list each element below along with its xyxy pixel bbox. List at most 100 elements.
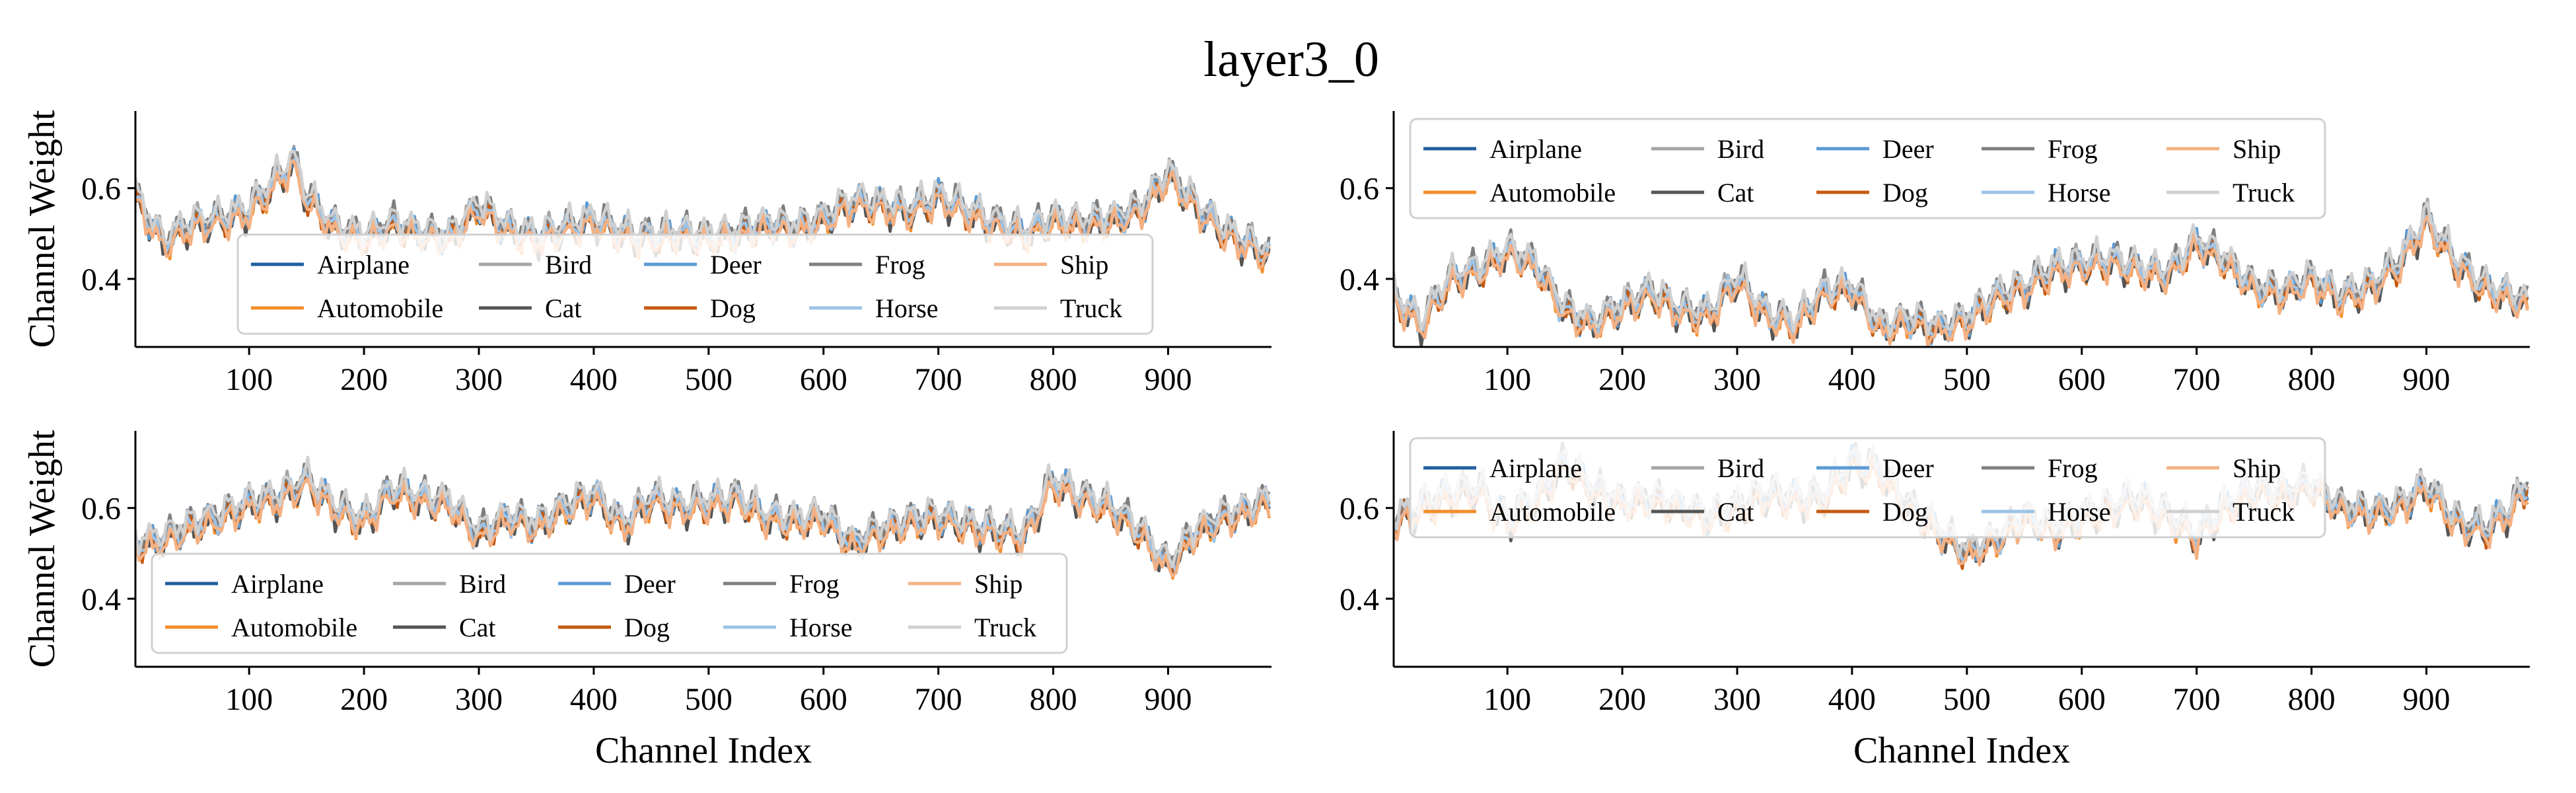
legend-frame	[236, 233, 1154, 335]
x-tick-label: 900	[2402, 682, 2450, 717]
legend-item-horse: Horse	[1982, 497, 2111, 527]
legend-item-cat: Cat	[1651, 178, 1754, 208]
legend-label: Deer	[624, 569, 676, 599]
legend-item-truck: Truck	[908, 613, 1036, 642]
x-tick-label: 400	[1828, 682, 1876, 717]
figure-title: layer3_0	[1203, 32, 1379, 87]
x-axis-label: Channel Index	[1853, 730, 2070, 771]
legend-item-horse: Horse	[809, 293, 939, 323]
legend-label: Automobile	[317, 293, 443, 323]
x-tick-label: 600	[800, 682, 847, 717]
legend-frame	[1409, 118, 2326, 219]
legend-item-bird: Bird	[1651, 134, 1764, 164]
subplot-4: 100 200 300 400 500 600 700 800 900 0.4 0.6 Channel…	[1340, 431, 2530, 771]
legend-item-airplane: Airplane	[165, 569, 324, 599]
x-tick-label: 200	[1598, 682, 1646, 717]
legend-item-truck: Truck	[2166, 497, 2295, 527]
y-tick-label: 0.4	[81, 262, 121, 297]
legend-label: Truck	[974, 613, 1036, 642]
legend-label: Automobile	[231, 613, 357, 642]
x-tick-label: 400	[570, 682, 618, 717]
legend-label: Airplane	[231, 569, 324, 599]
x-tick-label: 300	[1713, 682, 1761, 717]
x-tick-label: 500	[1943, 682, 1991, 717]
legend-item-deer: Deer	[558, 569, 676, 599]
legend: Airplane Automobile Bird Cat Deer Dog Frog Hors…	[1409, 118, 2326, 219]
x-tick-label: 900	[2402, 362, 2450, 397]
legend-label: Dog	[710, 293, 756, 323]
x-tick-label: 200	[1598, 362, 1646, 397]
legend-item-ship: Ship	[2166, 453, 2281, 483]
legend-item-deer: Deer	[1816, 134, 1934, 164]
legend-label: Cat	[545, 293, 582, 323]
x-tick-label: 100	[1484, 362, 1531, 397]
legend-label: Bird	[545, 250, 592, 280]
legend-item-horse: Horse	[1982, 178, 2111, 208]
y-axis-label: Channel Weight	[22, 430, 63, 667]
x-tick-label: 600	[2058, 362, 2106, 397]
x-tick-label: 900	[1144, 362, 1192, 397]
legend-label: Horse	[2048, 178, 2111, 208]
x-tick-label: 800	[1030, 682, 1077, 717]
legend-label: Frog	[2048, 134, 2098, 164]
legend-item-automobile: Automobile	[251, 293, 443, 323]
series-line-ship	[1394, 215, 2529, 347]
x-tick-label: 800	[2288, 682, 2336, 717]
x-tick-label: 700	[915, 362, 962, 397]
series-line-ship	[135, 477, 1271, 578]
x-tick-label: 600	[800, 362, 847, 397]
legend-label: Dog	[1882, 497, 1928, 527]
legend-item-dog: Dog	[1816, 178, 1928, 208]
x-tick-label: 900	[1144, 682, 1192, 717]
legend-label: Airplane	[1489, 453, 1582, 483]
series-lines	[1394, 197, 2529, 347]
legend-item-airplane: Airplane	[1423, 453, 1582, 483]
legend-item-cat: Cat	[479, 293, 582, 323]
y-tick-label: 0.4	[1340, 582, 1379, 617]
series-line-cat	[1394, 213, 2528, 347]
legend-label: Deer	[710, 250, 762, 280]
legend-item-frog: Frog	[809, 250, 925, 280]
x-tick-label: 500	[1943, 362, 1991, 397]
subplots: 100 200 300 400 500 600 700 800 900 0.4 0.6 Channel…	[22, 110, 2530, 771]
x-tick-label: 300	[455, 682, 503, 717]
x-tick-label: 100	[1484, 682, 1531, 717]
x-tick-label: 200	[340, 362, 388, 397]
legend-label: Horse	[789, 613, 853, 642]
legend-label: Horse	[875, 293, 939, 323]
legend-item-dog: Dog	[644, 293, 756, 323]
legend-item-airplane: Airplane	[1423, 134, 1582, 164]
x-tick-label: 700	[2173, 362, 2221, 397]
legend-item-ship: Ship	[908, 569, 1022, 599]
x-tick-label: 800	[2288, 362, 2336, 397]
legend-label: Frog	[875, 250, 925, 280]
legend-item-ship: Ship	[2166, 134, 2281, 164]
legend-label: Horse	[2048, 497, 2111, 527]
legend: Airplane Automobile Bird Cat Deer Dog Frog Hors…	[151, 552, 1068, 654]
legend-label: Dog	[624, 613, 670, 642]
legend: Airplane Automobile Bird Cat Deer Dog Frog Hors…	[1409, 437, 2326, 539]
x-tick-label: 800	[1030, 362, 1077, 397]
legend-item-frog: Frog	[1982, 453, 2098, 483]
legend-label: Ship	[2233, 453, 2281, 483]
y-tick-label: 0.6	[1340, 172, 1379, 207]
legend-item-frog: Frog	[1982, 134, 2098, 164]
legend-item-automobile: Automobile	[1423, 178, 1616, 208]
legend-label: Airplane	[317, 250, 410, 280]
legend-item-truck: Truck	[994, 293, 1122, 323]
legend-label: Bird	[1717, 453, 1764, 483]
legend-item-horse: Horse	[723, 613, 853, 642]
subplot-2: 100 200 300 400 500 600 700 800 900 0.4 0.6 Airplan…	[1340, 111, 2530, 397]
legend-label: Deer	[1882, 134, 1934, 164]
x-tick-label: 600	[2058, 682, 2106, 717]
legend-item-dog: Dog	[1816, 497, 1928, 527]
series-line-dog	[1394, 211, 2529, 344]
y-tick-label: 0.6	[81, 172, 121, 207]
legend-label: Airplane	[1489, 134, 1582, 164]
legend-label: Bird	[1717, 134, 1764, 164]
x-tick-label: 100	[225, 362, 273, 397]
x-tick-label: 500	[685, 682, 733, 717]
legend-item-deer: Deer	[644, 250, 762, 280]
legend-item-truck: Truck	[2166, 178, 2295, 208]
series-lines	[135, 455, 1271, 580]
